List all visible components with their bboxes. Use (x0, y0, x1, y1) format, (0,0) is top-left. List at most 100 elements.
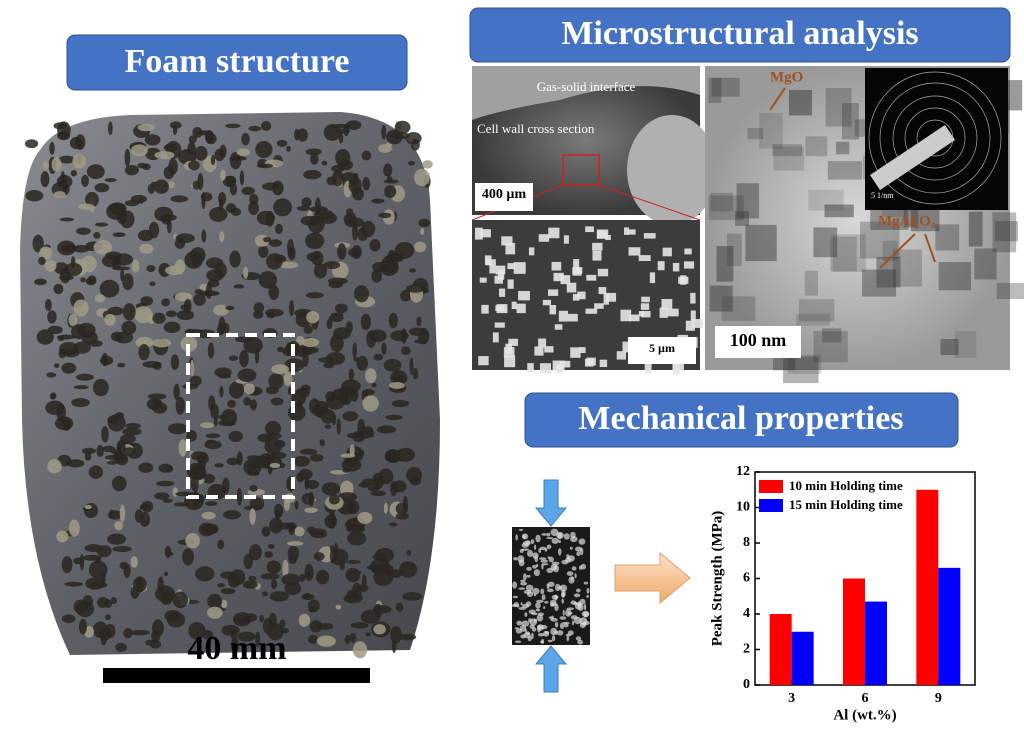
pore (537, 633, 545, 637)
pore (342, 467, 351, 473)
pore (267, 466, 273, 475)
grain (710, 192, 734, 212)
pore (61, 614, 76, 624)
pore (305, 292, 324, 299)
particle (499, 288, 506, 297)
pore (53, 283, 64, 295)
pore (88, 465, 104, 479)
pore (107, 414, 126, 432)
particle (672, 262, 680, 272)
pore (361, 150, 372, 161)
pore (412, 367, 419, 380)
pore (389, 381, 405, 389)
pore (261, 591, 269, 597)
pore (548, 616, 553, 619)
pore (305, 148, 322, 156)
particle (573, 259, 580, 268)
pore (329, 549, 336, 564)
pore (148, 221, 160, 239)
pore (266, 253, 283, 270)
pore (303, 169, 322, 180)
pore (47, 459, 62, 474)
particle (603, 293, 609, 305)
pore (541, 594, 546, 601)
particle (577, 291, 586, 300)
pore (335, 128, 351, 134)
pore (319, 439, 326, 447)
particle (544, 346, 554, 353)
pore (518, 587, 526, 590)
pore (305, 479, 320, 490)
pore (258, 245, 269, 259)
pore (237, 631, 256, 642)
pore (520, 579, 526, 583)
grain (860, 221, 900, 259)
pore (304, 563, 314, 582)
particle (507, 279, 514, 289)
pore (219, 385, 224, 398)
particle (683, 261, 695, 269)
pore (358, 449, 365, 457)
pore (515, 534, 518, 541)
pore (401, 346, 411, 356)
pore (197, 172, 204, 191)
pore (163, 166, 175, 180)
pore (349, 632, 357, 643)
pore (217, 539, 225, 550)
pore (546, 536, 554, 540)
pore (255, 631, 261, 648)
grain (745, 224, 777, 262)
pore (371, 382, 377, 388)
pore (94, 294, 106, 303)
pore (136, 576, 144, 593)
pore (410, 138, 420, 151)
particle (666, 308, 679, 317)
particle (684, 248, 692, 255)
pore (288, 300, 295, 317)
pore (536, 599, 544, 603)
pore (206, 269, 224, 282)
legend-label: 10 min Holding time (789, 478, 903, 493)
pore (524, 628, 527, 633)
pore (388, 312, 399, 329)
pore (218, 374, 232, 379)
pore (571, 620, 575, 626)
pore (268, 239, 282, 247)
pore (227, 573, 241, 588)
pore (540, 588, 545, 595)
pore (68, 519, 80, 537)
pore (574, 573, 577, 579)
pore (301, 493, 315, 505)
pore (49, 393, 56, 400)
pore (512, 595, 519, 599)
pore (579, 598, 586, 605)
pore (192, 257, 199, 267)
pore (520, 602, 523, 606)
pore (391, 399, 410, 408)
pore (376, 425, 397, 434)
pore (534, 555, 538, 563)
pore (348, 176, 362, 194)
pore (104, 599, 113, 609)
pore (310, 250, 324, 266)
pore (167, 423, 188, 435)
pore (225, 203, 237, 213)
grain (804, 270, 818, 296)
pore (81, 174, 90, 187)
pore (323, 261, 341, 270)
pore (264, 438, 283, 455)
pore (94, 182, 110, 193)
sem-label: Cell wall cross section (477, 121, 595, 136)
particle (511, 301, 517, 310)
sem-surface (472, 66, 700, 120)
pore (56, 403, 66, 421)
pore (104, 313, 116, 327)
pore (124, 148, 131, 167)
pore (351, 582, 362, 601)
pore (331, 123, 351, 129)
pore (205, 501, 218, 506)
pore (301, 593, 315, 601)
particle (661, 298, 673, 310)
pore (267, 543, 275, 549)
pore (137, 162, 148, 169)
